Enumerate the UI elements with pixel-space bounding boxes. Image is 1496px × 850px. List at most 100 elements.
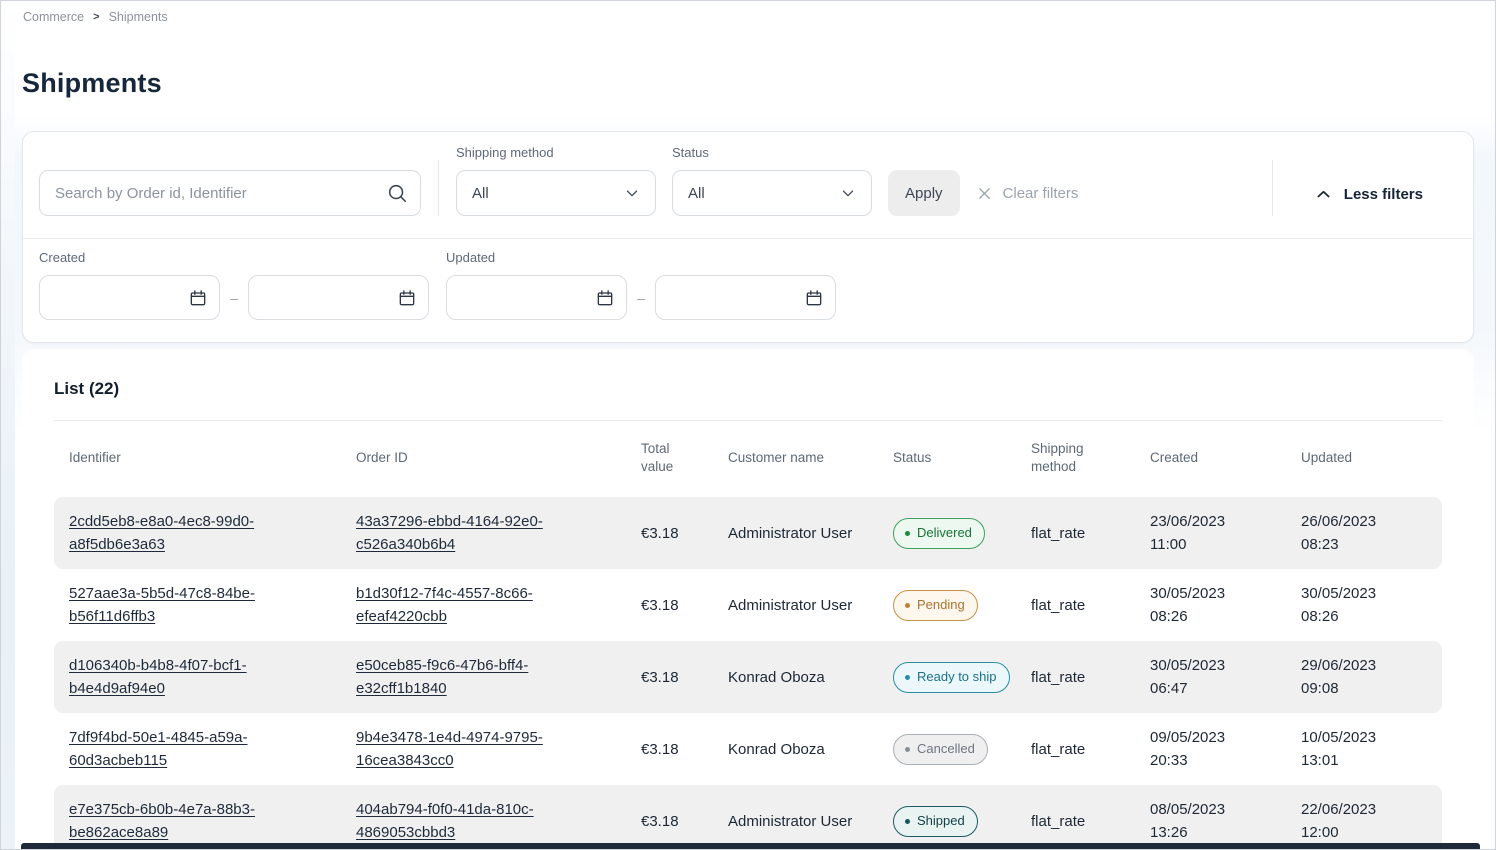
shipping-method-cell: flat_rate xyxy=(1031,596,1086,614)
table-row: e7e375cb-6b0b-4e7a-88b3-be862ace8a89 404… xyxy=(54,785,1442,849)
status-label: Status xyxy=(672,145,709,160)
updated-date: 26/06/2023 xyxy=(1301,513,1377,531)
created-cell: 08/05/2023 13:26 xyxy=(1135,789,1286,849)
customer-name-cell: Administrator User xyxy=(728,812,853,830)
order-id-link[interactable]: 404ab794-f0f0-41da-810c-4869053cbbd3 xyxy=(356,801,534,842)
identifier-cell: 527aae3a-5b5d-47c8-84be-b56f11d6ffb3 xyxy=(54,573,341,638)
chevron-down-icon xyxy=(623,184,641,202)
breadcrumb: Commerce > Shipments xyxy=(1,1,1495,24)
chevron-down-icon xyxy=(839,184,857,202)
col-header-created: Created xyxy=(1150,450,1199,466)
breadcrumb-separator: > xyxy=(93,11,100,23)
status-cell: Shipped xyxy=(878,797,1016,845)
updated-date: 29/06/2023 xyxy=(1301,657,1377,675)
order-id-link[interactable]: 43a37296-ebbd-4164-92e0-c526a340b6b4 xyxy=(356,513,543,554)
horizontal-scrollbar[interactable] xyxy=(21,843,1480,849)
created-date: 23/06/2023 xyxy=(1150,513,1226,531)
calendar-icon[interactable] xyxy=(595,288,615,308)
updated-to-input[interactable] xyxy=(655,275,836,320)
col-header-customer-name: Customer name xyxy=(728,450,825,466)
customer-name-cell: Konrad Oboza xyxy=(728,668,825,686)
created-from-wrap xyxy=(39,275,220,320)
total-value-cell: €3.18 xyxy=(641,812,679,830)
col-header-order-id: Order ID xyxy=(356,450,408,466)
created-time: 06:47 xyxy=(1150,680,1188,698)
updated-cell: 26/06/2023 08:23 xyxy=(1286,501,1442,566)
col-header-total-value: Total value xyxy=(641,441,674,475)
updated-to-wrap xyxy=(655,275,836,320)
search-input[interactable] xyxy=(39,170,421,216)
identifier-link[interactable]: d106340b-b4b8-4f07-bcf1-b4e4d9af94e0 xyxy=(69,657,247,698)
order-id-cell: 9b4e3478-1e4d-4974-9795-16cea3843cc0 xyxy=(341,717,626,782)
filters-row-dates: Created – xyxy=(23,239,1473,342)
calendar-icon[interactable] xyxy=(804,288,824,308)
status-badge: Shipped xyxy=(893,806,978,837)
breadcrumb-shipments: Shipments xyxy=(108,10,168,24)
created-label: Created xyxy=(39,250,86,265)
col-header-status: Status xyxy=(893,450,932,466)
created-to-wrap xyxy=(248,275,429,320)
shipments-list-panel: List (22) Identifier Order ID Total valu… xyxy=(22,349,1474,849)
updated-cell: 10/05/2023 13:01 xyxy=(1286,717,1442,782)
filters-panel: Shipping method All Status All xyxy=(22,131,1474,343)
less-filters-toggle[interactable]: Less filters xyxy=(1314,185,1423,204)
close-icon xyxy=(975,184,994,203)
status-dot-icon xyxy=(905,530,910,536)
created-time: 13:26 xyxy=(1150,824,1188,842)
updated-range: – xyxy=(446,275,836,320)
table-row: d106340b-b4b8-4f07-bcf1-b4e4d9af94e0 e50… xyxy=(54,641,1442,714)
status-dot-icon xyxy=(905,746,910,752)
updated-date: 10/05/2023 xyxy=(1301,729,1377,747)
identifier-link[interactable]: 527aae3a-5b5d-47c8-84be-b56f11d6ffb3 xyxy=(69,585,255,626)
identifier-link[interactable]: e7e375cb-6b0b-4e7a-88b3-be862ace8a89 xyxy=(69,801,255,842)
status-select[interactable]: All xyxy=(672,170,872,216)
col-header-identifier: Identifier xyxy=(69,450,121,466)
apply-button[interactable]: Apply xyxy=(888,170,960,216)
order-id-link[interactable]: b1d30f12-7f4c-4557-8c66-efeaf4220cbb xyxy=(356,585,533,626)
shipping-method-label: Shipping method xyxy=(456,145,554,160)
shipping-method-select[interactable]: All xyxy=(456,170,656,216)
updated-date: 30/05/2023 xyxy=(1301,585,1377,603)
calendar-icon[interactable] xyxy=(397,288,417,308)
total-value-cell: €3.18 xyxy=(641,524,679,542)
order-id-cell: e50ceb85-f9c6-47b6-bff4-e32cff1b1840 xyxy=(341,645,626,710)
updated-time: 08:26 xyxy=(1301,608,1339,626)
identifier-link[interactable]: 2cdd5eb8-e8a0-4ec8-99d0-a8f5db6e3a63 xyxy=(69,513,255,554)
customer-name-cell: Administrator User xyxy=(728,524,853,542)
calendar-icon[interactable] xyxy=(188,288,208,308)
updated-date: 22/06/2023 xyxy=(1301,801,1377,819)
filter-divider-vertical xyxy=(438,160,439,216)
created-to-input[interactable] xyxy=(248,275,429,320)
shipping-method-cell: flat_rate xyxy=(1031,524,1086,542)
clear-filters-label: Clear filters xyxy=(1002,184,1079,202)
created-date: 30/05/2023 xyxy=(1150,585,1226,603)
chevron-up-icon xyxy=(1314,185,1333,204)
shipping-method-cell: flat_rate xyxy=(1031,812,1086,830)
breadcrumb-commerce[interactable]: Commerce xyxy=(23,10,85,24)
status-cell: Delivered xyxy=(878,509,1016,557)
filter-divider-vertical xyxy=(1271,160,1273,216)
updated-from-input[interactable] xyxy=(446,275,627,320)
table-header-row: Identifier Order ID Total value Customer… xyxy=(54,421,1442,497)
identifier-link[interactable]: 7df9f4bd-50e1-4845-a59a-60d3acbeb115 xyxy=(69,729,248,770)
shipping-method-filter: Shipping method All xyxy=(456,145,656,216)
updated-cell: 29/06/2023 09:08 xyxy=(1286,645,1442,710)
order-id-link[interactable]: 9b4e3478-1e4d-4974-9795-16cea3843cc0 xyxy=(356,729,543,770)
status-badge-label: Ready to ship xyxy=(917,669,997,685)
created-from-input[interactable] xyxy=(39,275,220,320)
status-cell: Ready to ship xyxy=(878,653,1016,701)
updated-from-wrap xyxy=(446,275,627,320)
filters-row-main: Shipping method All Status All xyxy=(23,132,1473,238)
order-id-link[interactable]: e50ceb85-f9c6-47b6-bff4-e32cff1b1840 xyxy=(356,657,529,698)
table-row: 527aae3a-5b5d-47c8-84be-b56f11d6ffb3 b1d… xyxy=(54,569,1442,641)
page-body: Shipping method All Status All xyxy=(1,113,1495,849)
identifier-cell: 2cdd5eb8-e8a0-4ec8-99d0-a8f5db6e3a63 xyxy=(54,501,341,566)
clear-filters-button[interactable]: Clear filters xyxy=(975,170,1079,216)
identifier-cell: 7df9f4bd-50e1-4845-a59a-60d3acbeb115 xyxy=(54,717,341,782)
list-title: List (22) xyxy=(54,379,120,398)
updated-date-filter: Updated – xyxy=(446,250,836,320)
customer-name-cell: Konrad Oboza xyxy=(728,740,825,758)
customer-name-cell: Administrator User xyxy=(728,596,853,614)
status-badge-label: Cancelled xyxy=(917,741,975,757)
